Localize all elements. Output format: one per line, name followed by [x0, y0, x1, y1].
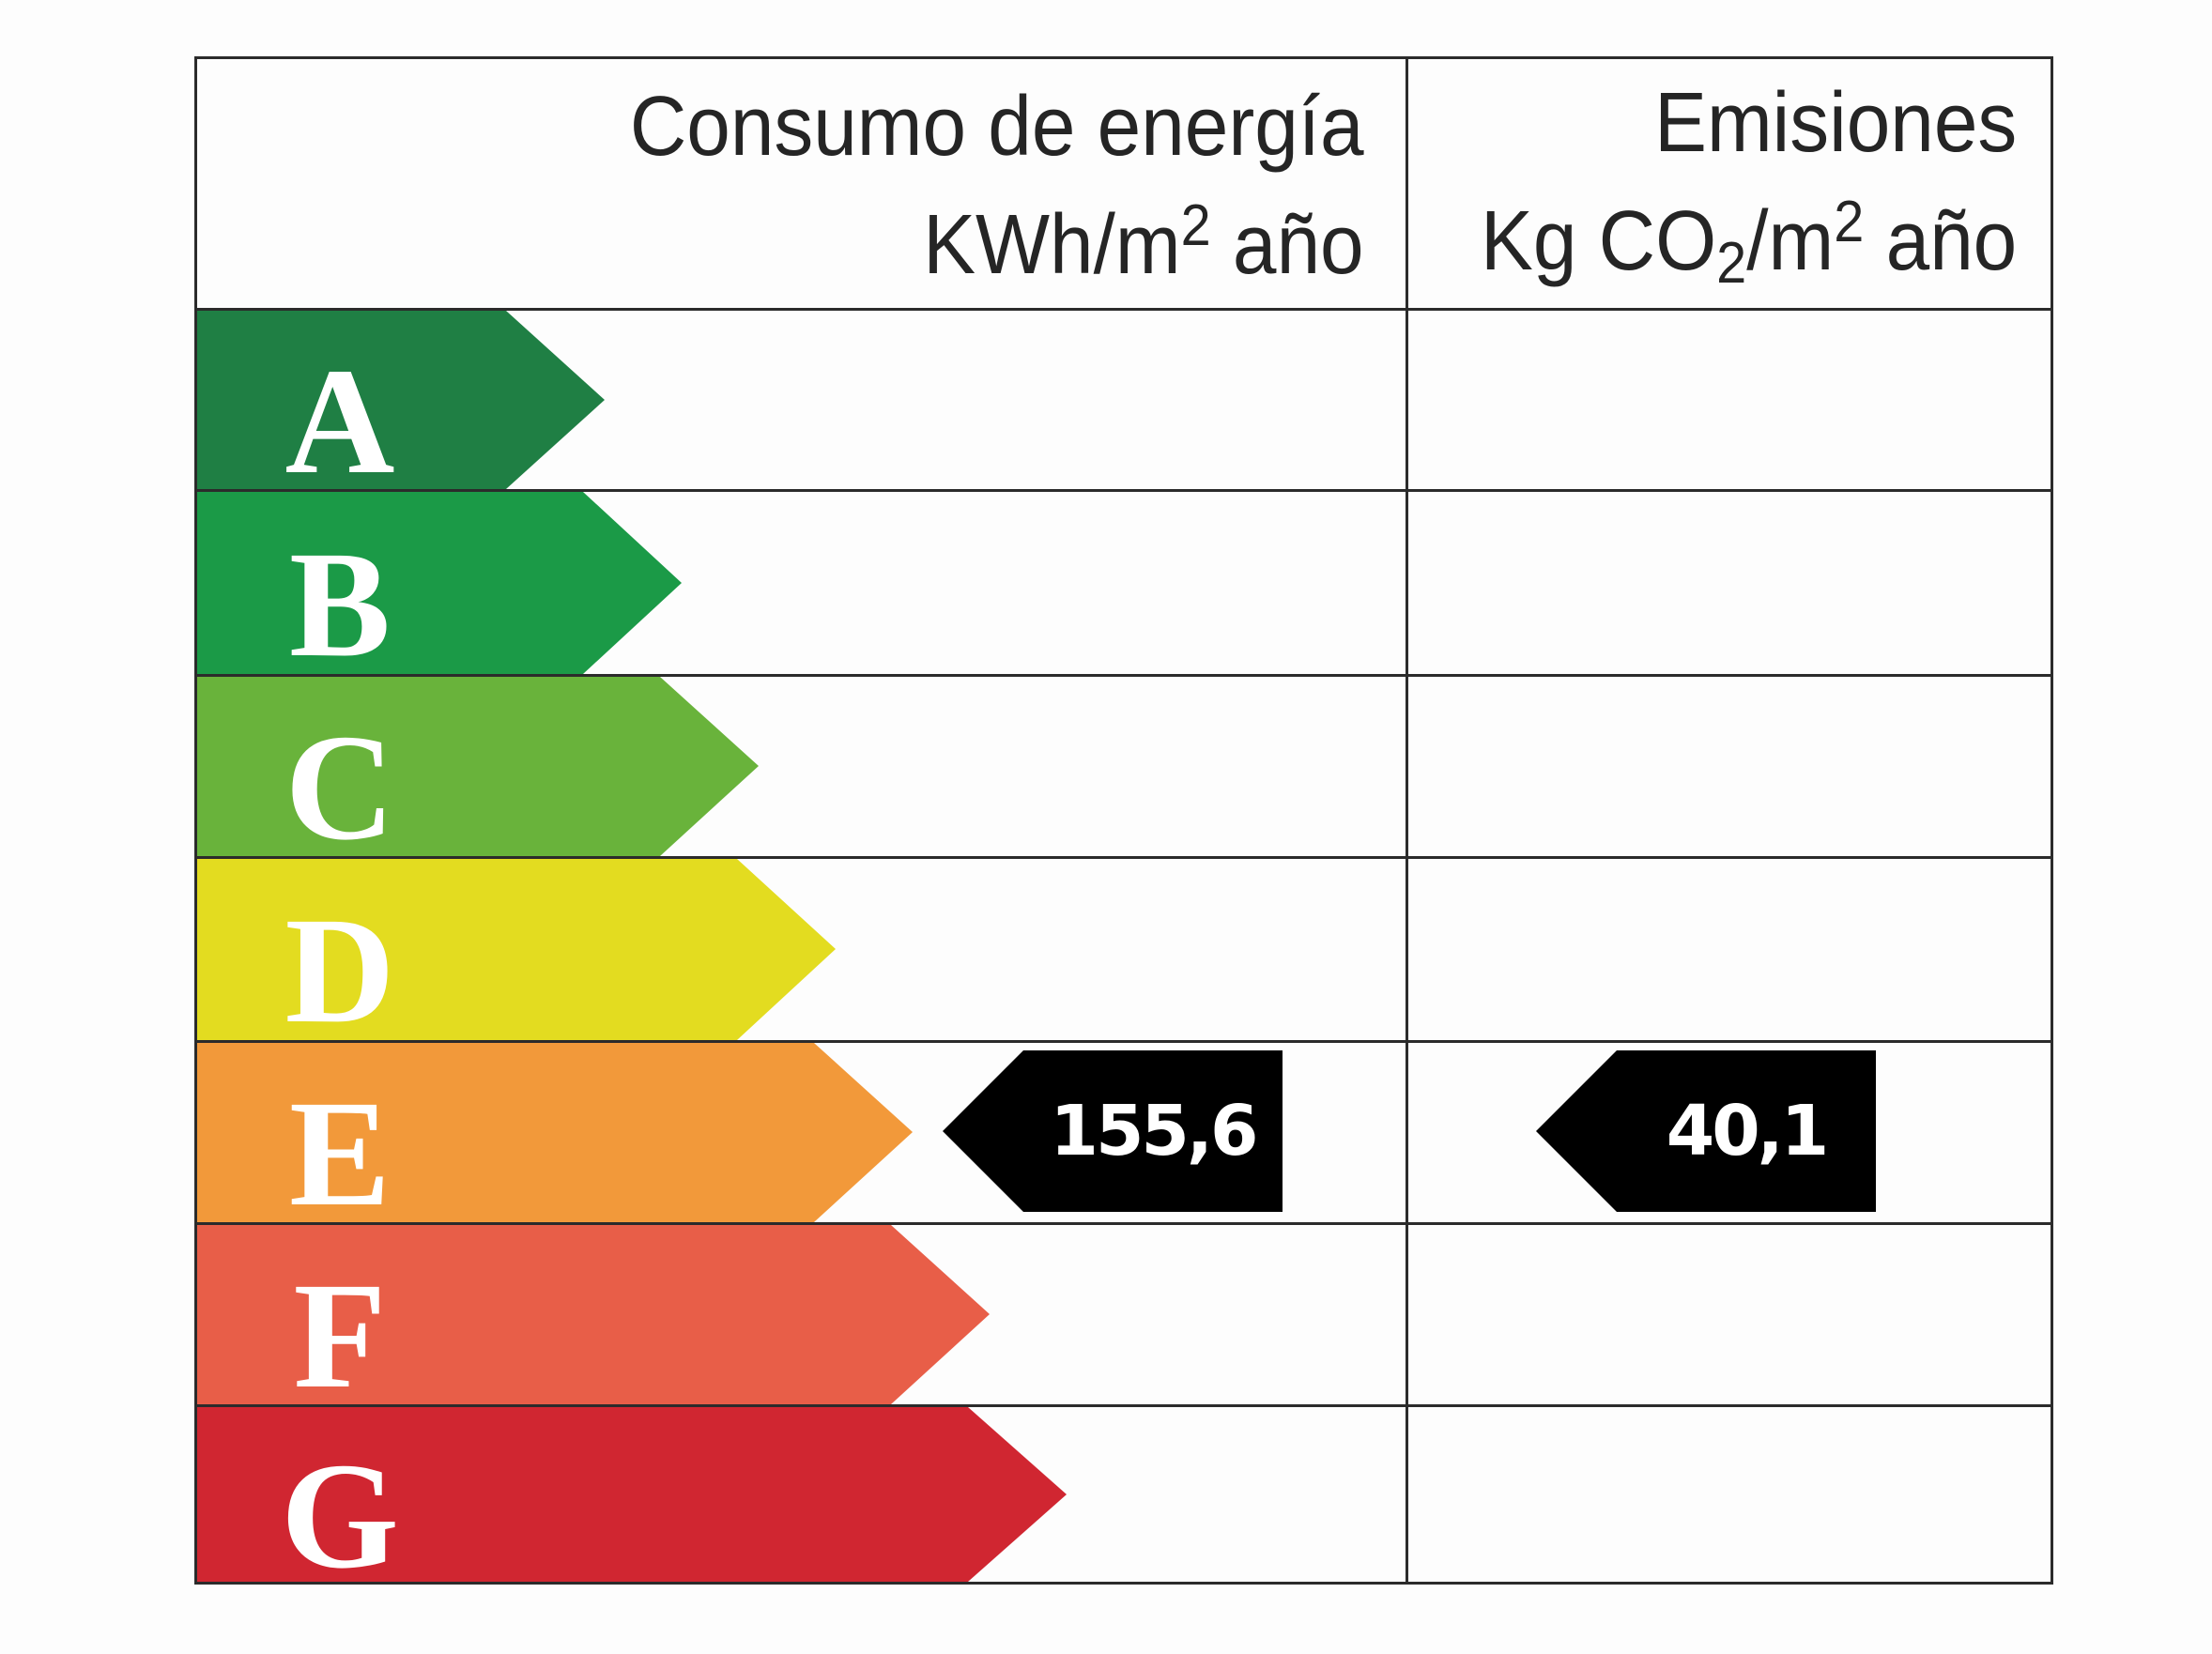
arrow-c-icon	[197, 677, 759, 856]
table-left-border	[194, 56, 197, 1585]
rating-letter: B	[288, 521, 392, 689]
rating-letter: A	[284, 338, 395, 506]
table-bottom-border	[194, 1582, 2053, 1585]
arrow-a-icon	[197, 311, 605, 489]
rating-row-e: E 155,6 40,1	[194, 1043, 2053, 1231]
row-divider	[194, 1040, 2053, 1043]
emissions-value-marker: 40,1	[1536, 1050, 1876, 1212]
rating-letter: C	[284, 704, 395, 872]
rating-row-f: F	[194, 1225, 2053, 1413]
energy-column-header: Consumo de energía KWh/m2 año	[630, 77, 1364, 295]
rating-letter: D	[284, 887, 395, 1055]
rating-row-g: G	[194, 1407, 2053, 1593]
row-divider	[194, 1404, 2053, 1407]
emissions-value: 40,1	[1666, 1091, 1830, 1172]
table-right-border	[2051, 56, 2053, 1585]
row-divider	[194, 856, 2053, 859]
arrow-e-icon	[197, 1043, 913, 1222]
arrow-f-icon	[197, 1225, 990, 1404]
energy-rating-table: Consumo de energía KWh/m2 año Emisiones …	[194, 56, 2053, 1593]
rating-letter: F	[293, 1252, 387, 1420]
column-divider	[1406, 56, 1408, 1585]
rating-row-a: A	[194, 311, 2053, 498]
emissions-column-header: Emisiones Kg CO2/m2 año	[1481, 73, 2017, 314]
emissions-header-unit: Kg CO2/m2 año	[1480, 190, 2017, 296]
arrow-g-icon	[197, 1407, 1067, 1582]
rating-row-b: B	[194, 492, 2053, 682]
arrow-d-icon	[197, 859, 836, 1040]
rating-row-c: C	[194, 677, 2053, 865]
energy-header-title: Consumo de energía	[630, 80, 1364, 174]
energy-value: 155,6	[1050, 1091, 1258, 1172]
table-top-border	[194, 56, 2053, 59]
row-divider	[194, 1222, 2053, 1225]
emissions-header-title: Emisiones	[1653, 76, 2017, 170]
energy-header-unit: KWh/m2 año	[923, 193, 1364, 292]
arrow-b-icon	[197, 492, 682, 674]
energy-value-marker: 155,6	[943, 1050, 1283, 1212]
pointer-left-icon	[1536, 1050, 1876, 1212]
rating-letter: G	[280, 1432, 399, 1600]
rating-letter: E	[288, 1070, 392, 1238]
row-divider	[194, 489, 2053, 492]
rating-row-d: D	[194, 859, 2053, 1048]
pointer-left-icon	[943, 1050, 1283, 1212]
row-divider	[194, 674, 2053, 677]
header-divider	[194, 308, 2053, 311]
